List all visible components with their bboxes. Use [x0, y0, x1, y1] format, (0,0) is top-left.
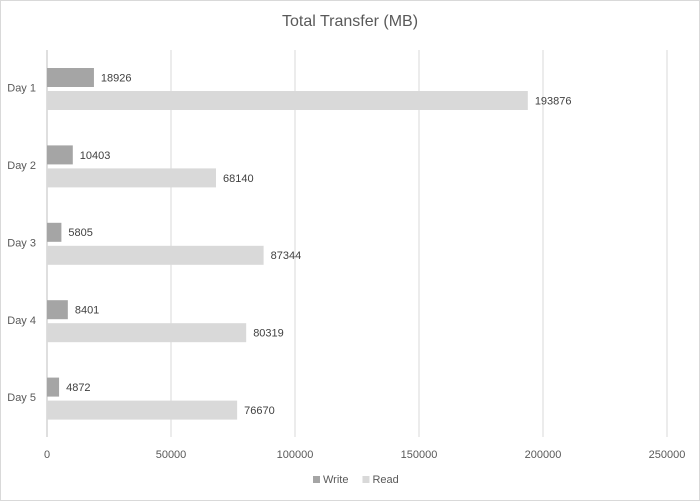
legend-swatch	[313, 476, 320, 483]
data-label: 4872	[66, 382, 90, 394]
bar	[47, 68, 94, 87]
x-tick-label: 150000	[401, 449, 438, 461]
x-tick-label: 200000	[525, 449, 562, 461]
bar	[47, 145, 73, 165]
y-tick-label: Day 3	[7, 237, 36, 249]
data-label: 80319	[253, 328, 284, 340]
legend-label: Read	[372, 474, 398, 486]
y-tick-label: Day 2	[7, 160, 36, 172]
data-label: 5805	[68, 227, 92, 239]
y-tick-label: Day 1	[7, 83, 36, 95]
data-label: 76670	[244, 405, 275, 417]
x-tick-label: 50000	[156, 449, 187, 461]
data-label: 8401	[75, 305, 99, 317]
y-tick-label: Day 5	[7, 392, 36, 404]
bar	[47, 91, 528, 110]
y-tick-label: Day 4	[7, 315, 36, 327]
bar	[47, 323, 247, 343]
data-label: 10403	[80, 150, 111, 162]
bar	[47, 377, 60, 397]
chart-title: Total Transfer (MB)	[282, 13, 418, 30]
legend-swatch	[362, 476, 370, 483]
bar	[47, 300, 68, 320]
data-label: 193876	[535, 95, 572, 107]
data-label: 68140	[223, 173, 254, 185]
x-tick-label: 250000	[649, 449, 686, 461]
x-tick-label: 0	[44, 449, 50, 461]
data-label: 87344	[271, 250, 302, 262]
bar	[47, 222, 62, 242]
bar	[47, 245, 264, 265]
bar	[47, 400, 238, 420]
data-label: 18926	[101, 72, 132, 84]
bar	[47, 168, 216, 188]
x-tick-label: 100000	[277, 449, 314, 461]
legend-label: Write	[323, 474, 348, 486]
